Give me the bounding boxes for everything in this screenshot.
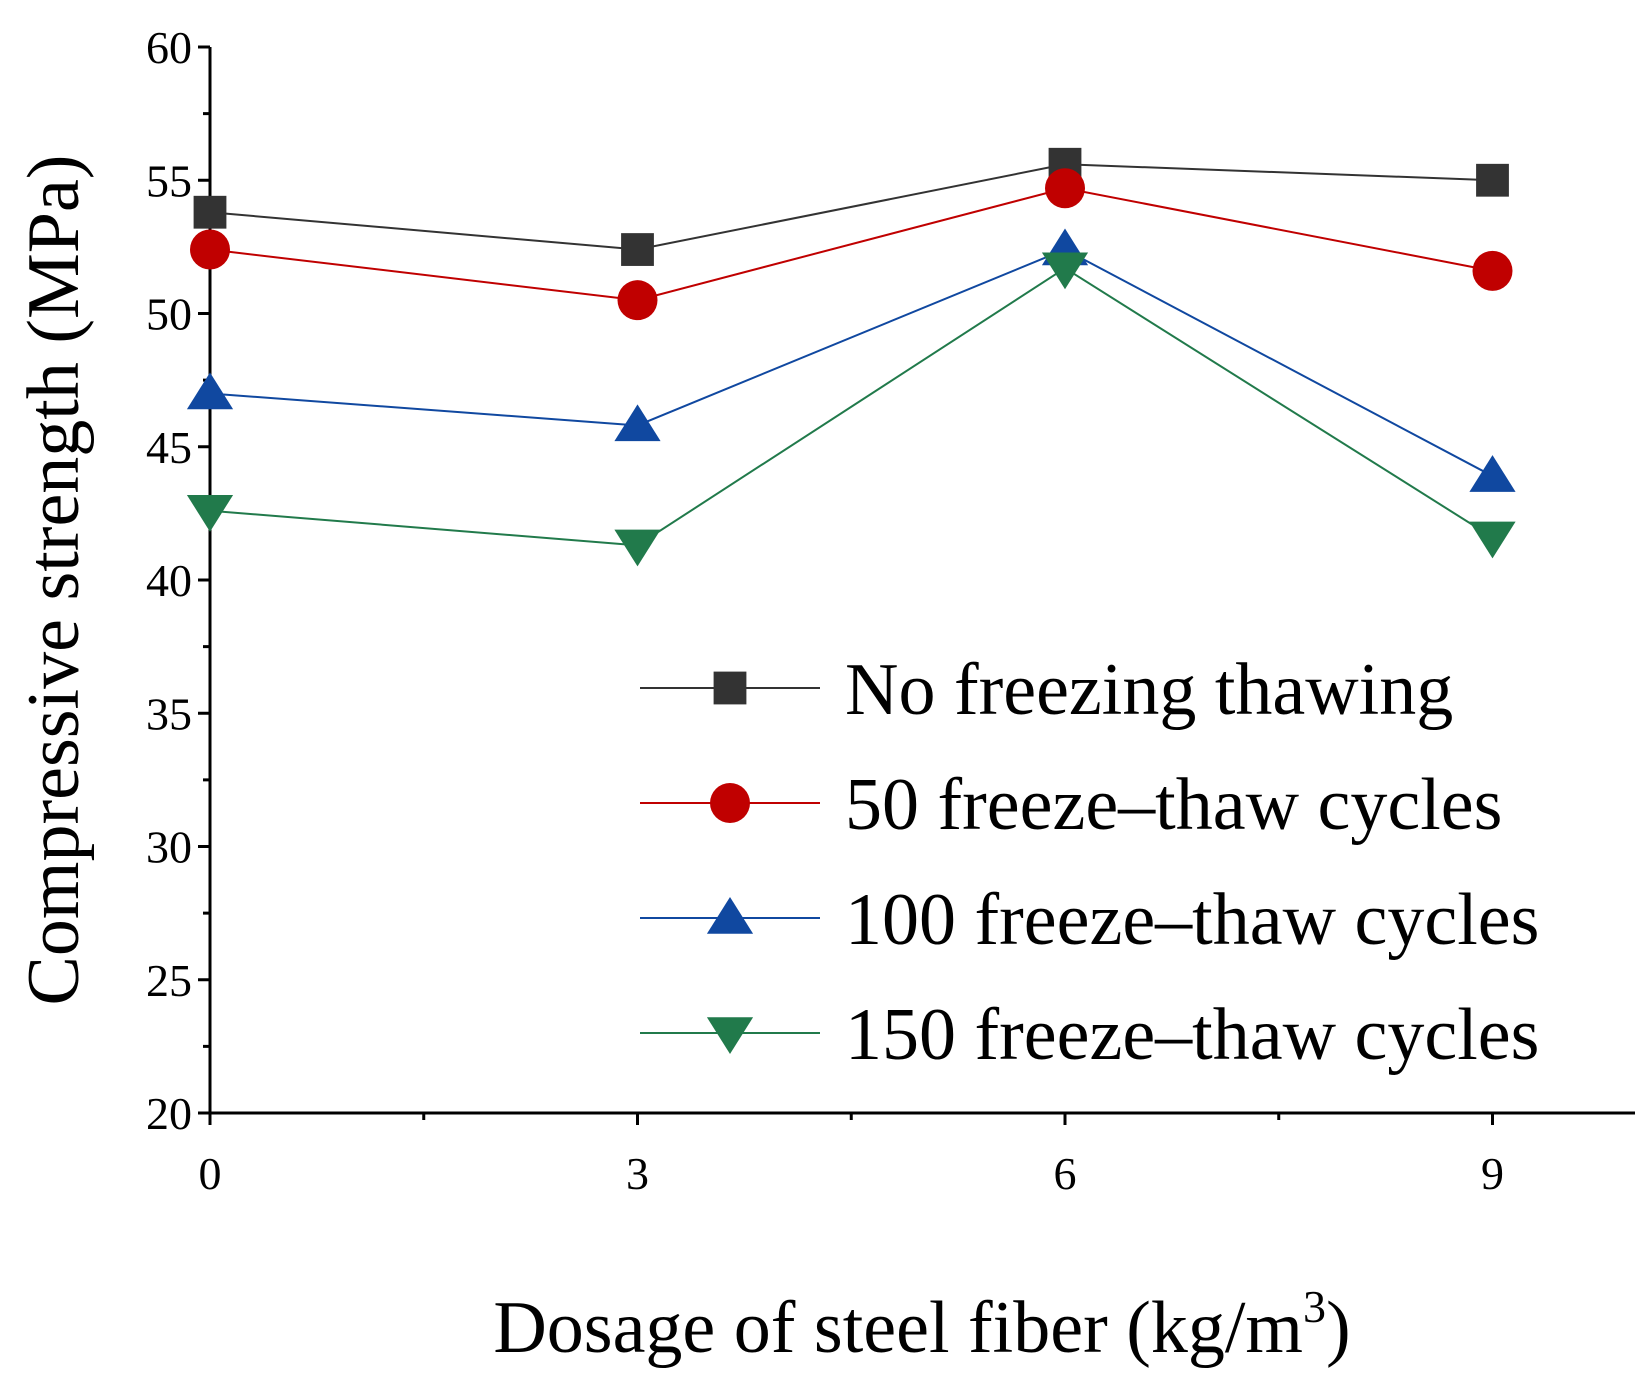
y-tick-label: 20 xyxy=(146,1088,192,1139)
series-line xyxy=(209,163,1493,251)
x-axis-title: Dosage of steel fiber (kg/m3) xyxy=(493,1281,1350,1369)
square-marker xyxy=(1476,163,1509,197)
y-tick-label: 35 xyxy=(146,688,192,739)
series-3 xyxy=(186,228,1516,492)
circle-marker xyxy=(190,229,230,270)
y-axis-title: Compressive strength (MPa) xyxy=(13,155,95,1006)
legend-label: 100 freeze–thaw cycles xyxy=(845,879,1539,961)
square-marker xyxy=(193,195,227,229)
triangle-down-marker xyxy=(1041,252,1089,290)
series-line xyxy=(209,248,1493,477)
y-tick-label: 55 xyxy=(146,155,192,206)
legend-label: 50 freeze–thaw cycles xyxy=(845,764,1502,846)
circle-marker xyxy=(1472,250,1513,291)
triangle-down-marker xyxy=(1469,521,1516,559)
series-line xyxy=(209,267,1494,547)
x-tick-label: 6 xyxy=(1054,1148,1077,1199)
series-line xyxy=(209,187,1493,302)
legend-item-3: 100 freeze–thaw cycles xyxy=(640,879,1539,961)
axis-titles: Dosage of steel fiber (kg/m3) Compressive… xyxy=(13,155,1351,1369)
series-layer xyxy=(186,147,1516,567)
x-tick-label: 9 xyxy=(1481,1148,1504,1199)
y-tick-label: 60 xyxy=(146,22,192,73)
square-marker xyxy=(713,671,747,705)
triangle-down-marker xyxy=(706,1017,754,1054)
y-tick-label: 25 xyxy=(146,955,192,1006)
axes: 20 25 30 35 40 45 50 55 60 0 3 6 9 xyxy=(146,22,1635,1199)
x-tick-label: 0 xyxy=(199,1148,222,1199)
triangle-up-marker xyxy=(614,404,661,442)
circle-marker xyxy=(710,783,750,823)
circle-marker xyxy=(1045,168,1085,209)
legend-item-4: 150 freeze–thaw cycles xyxy=(640,994,1539,1076)
y-tick-label: 40 xyxy=(146,555,192,606)
y-tick-label: 45 xyxy=(146,422,192,473)
series-2 xyxy=(190,168,1513,321)
triangle-up-marker xyxy=(1469,455,1516,492)
legend-label: 150 freeze–thaw cycles xyxy=(845,994,1539,1076)
series-4 xyxy=(186,252,1516,567)
legend-label: No freezing thawing xyxy=(845,649,1453,731)
y-tick-label: 50 xyxy=(146,289,192,340)
triangle-down-marker xyxy=(614,529,661,567)
series-1 xyxy=(193,147,1509,266)
triangle-down-marker xyxy=(186,494,234,532)
square-marker xyxy=(621,233,654,266)
x-tick-label: 3 xyxy=(626,1148,649,1199)
triangle-up-marker xyxy=(186,372,234,410)
triangle-up-marker xyxy=(706,897,754,934)
circle-marker xyxy=(617,280,658,321)
legend-item-1: No freezing thawing xyxy=(640,649,1453,731)
legend-item-2: 50 freeze–thaw cycles xyxy=(640,764,1502,846)
y-tick-label: 30 xyxy=(146,822,192,873)
legend: No freezing thawing 50 freeze–thaw cycles… xyxy=(640,649,1539,1076)
